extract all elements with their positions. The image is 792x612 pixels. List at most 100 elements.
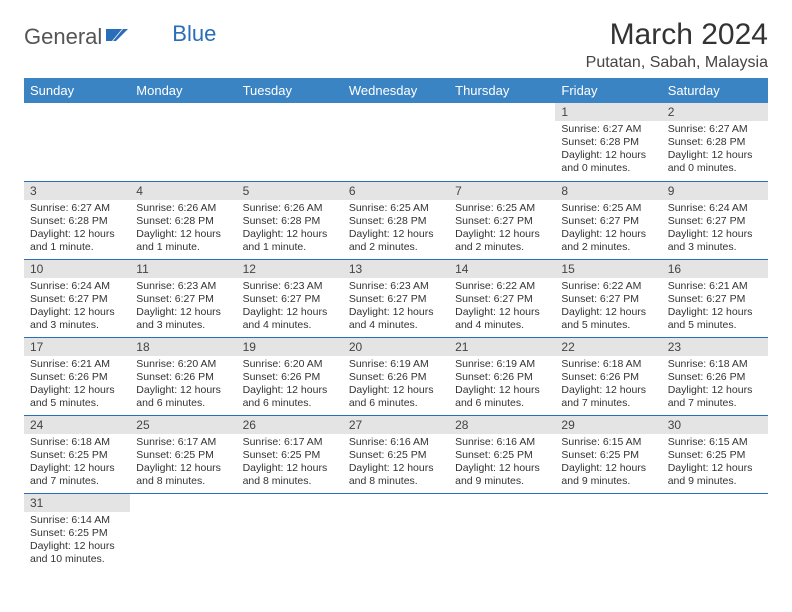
calendar-row: 1Sunrise: 6:27 AMSunset: 6:28 PMDaylight…	[24, 103, 768, 181]
day-number: 1	[555, 103, 661, 121]
header: General Blue March 2024 Putatan, Sabah, …	[24, 18, 768, 72]
day-cell: 6Sunrise: 6:25 AMSunset: 6:28 PMDaylight…	[343, 181, 449, 259]
day-number: 3	[24, 182, 130, 200]
empty-cell	[343, 493, 449, 571]
day-data: Sunrise: 6:27 AMSunset: 6:28 PMDaylight:…	[555, 121, 661, 180]
day-data: Sunrise: 6:18 AMSunset: 6:26 PMDaylight:…	[555, 356, 661, 415]
day-cell: 18Sunrise: 6:20 AMSunset: 6:26 PMDayligh…	[130, 337, 236, 415]
day-cell: 31Sunrise: 6:14 AMSunset: 6:25 PMDayligh…	[24, 493, 130, 571]
day-data: Sunrise: 6:15 AMSunset: 6:25 PMDaylight:…	[662, 434, 768, 493]
empty-cell	[343, 103, 449, 181]
day-data: Sunrise: 6:27 AMSunset: 6:28 PMDaylight:…	[24, 200, 130, 259]
day-number: 5	[237, 182, 343, 200]
day-data: Sunrise: 6:20 AMSunset: 6:26 PMDaylight:…	[130, 356, 236, 415]
day-data: Sunrise: 6:16 AMSunset: 6:25 PMDaylight:…	[449, 434, 555, 493]
logo-text-blue: Blue	[172, 21, 216, 47]
day-number: 18	[130, 338, 236, 356]
logo: General Blue	[24, 18, 216, 50]
day-number: 24	[24, 416, 130, 434]
day-cell: 28Sunrise: 6:16 AMSunset: 6:25 PMDayligh…	[449, 415, 555, 493]
day-cell: 19Sunrise: 6:20 AMSunset: 6:26 PMDayligh…	[237, 337, 343, 415]
empty-cell	[130, 103, 236, 181]
day-number: 28	[449, 416, 555, 434]
day-cell: 7Sunrise: 6:25 AMSunset: 6:27 PMDaylight…	[449, 181, 555, 259]
day-data: Sunrise: 6:21 AMSunset: 6:27 PMDaylight:…	[662, 278, 768, 337]
day-cell: 23Sunrise: 6:18 AMSunset: 6:26 PMDayligh…	[662, 337, 768, 415]
day-data: Sunrise: 6:23 AMSunset: 6:27 PMDaylight:…	[237, 278, 343, 337]
day-number: 12	[237, 260, 343, 278]
day-data: Sunrise: 6:24 AMSunset: 6:27 PMDaylight:…	[24, 278, 130, 337]
day-number: 10	[24, 260, 130, 278]
day-number: 16	[662, 260, 768, 278]
day-data: Sunrise: 6:24 AMSunset: 6:27 PMDaylight:…	[662, 200, 768, 259]
day-number: 2	[662, 103, 768, 121]
day-cell: 11Sunrise: 6:23 AMSunset: 6:27 PMDayligh…	[130, 259, 236, 337]
day-number: 20	[343, 338, 449, 356]
calendar-row: 31Sunrise: 6:14 AMSunset: 6:25 PMDayligh…	[24, 493, 768, 571]
day-data: Sunrise: 6:25 AMSunset: 6:27 PMDaylight:…	[555, 200, 661, 259]
day-number: 25	[130, 416, 236, 434]
day-cell: 10Sunrise: 6:24 AMSunset: 6:27 PMDayligh…	[24, 259, 130, 337]
day-number: 15	[555, 260, 661, 278]
day-number: 21	[449, 338, 555, 356]
day-cell: 12Sunrise: 6:23 AMSunset: 6:27 PMDayligh…	[237, 259, 343, 337]
day-cell: 27Sunrise: 6:16 AMSunset: 6:25 PMDayligh…	[343, 415, 449, 493]
day-cell: 2Sunrise: 6:27 AMSunset: 6:28 PMDaylight…	[662, 103, 768, 181]
calendar-row: 10Sunrise: 6:24 AMSunset: 6:27 PMDayligh…	[24, 259, 768, 337]
day-number: 13	[343, 260, 449, 278]
day-data: Sunrise: 6:23 AMSunset: 6:27 PMDaylight:…	[130, 278, 236, 337]
day-number: 6	[343, 182, 449, 200]
empty-cell	[130, 493, 236, 571]
day-data: Sunrise: 6:27 AMSunset: 6:28 PMDaylight:…	[662, 121, 768, 180]
day-cell: 4Sunrise: 6:26 AMSunset: 6:28 PMDaylight…	[130, 181, 236, 259]
day-number: 8	[555, 182, 661, 200]
weekday-header-row: SundayMondayTuesdayWednesdayThursdayFrid…	[24, 78, 768, 103]
day-data: Sunrise: 6:22 AMSunset: 6:27 PMDaylight:…	[449, 278, 555, 337]
day-data: Sunrise: 6:16 AMSunset: 6:25 PMDaylight:…	[343, 434, 449, 493]
day-cell: 13Sunrise: 6:23 AMSunset: 6:27 PMDayligh…	[343, 259, 449, 337]
day-cell: 1Sunrise: 6:27 AMSunset: 6:28 PMDaylight…	[555, 103, 661, 181]
empty-cell	[449, 493, 555, 571]
day-data: Sunrise: 6:25 AMSunset: 6:28 PMDaylight:…	[343, 200, 449, 259]
location: Putatan, Sabah, Malaysia	[586, 54, 768, 72]
day-cell: 9Sunrise: 6:24 AMSunset: 6:27 PMDaylight…	[662, 181, 768, 259]
day-number: 7	[449, 182, 555, 200]
day-number: 14	[449, 260, 555, 278]
day-data: Sunrise: 6:26 AMSunset: 6:28 PMDaylight:…	[130, 200, 236, 259]
empty-cell	[24, 103, 130, 181]
day-data: Sunrise: 6:23 AMSunset: 6:27 PMDaylight:…	[343, 278, 449, 337]
day-cell: 25Sunrise: 6:17 AMSunset: 6:25 PMDayligh…	[130, 415, 236, 493]
day-number: 31	[24, 494, 130, 512]
empty-cell	[662, 493, 768, 571]
day-data: Sunrise: 6:18 AMSunset: 6:26 PMDaylight:…	[662, 356, 768, 415]
logo-text-general: General	[24, 24, 102, 50]
empty-cell	[449, 103, 555, 181]
weekday-header: Thursday	[449, 78, 555, 103]
empty-cell	[555, 493, 661, 571]
weekday-header: Wednesday	[343, 78, 449, 103]
weekday-header: Monday	[130, 78, 236, 103]
day-number: 22	[555, 338, 661, 356]
flag-icon	[106, 26, 128, 49]
day-data: Sunrise: 6:21 AMSunset: 6:26 PMDaylight:…	[24, 356, 130, 415]
calendar-row: 3Sunrise: 6:27 AMSunset: 6:28 PMDaylight…	[24, 181, 768, 259]
page-title: March 2024	[586, 18, 768, 52]
day-number: 30	[662, 416, 768, 434]
day-data: Sunrise: 6:17 AMSunset: 6:25 PMDaylight:…	[130, 434, 236, 493]
day-cell: 21Sunrise: 6:19 AMSunset: 6:26 PMDayligh…	[449, 337, 555, 415]
weekday-header: Friday	[555, 78, 661, 103]
day-cell: 16Sunrise: 6:21 AMSunset: 6:27 PMDayligh…	[662, 259, 768, 337]
day-cell: 22Sunrise: 6:18 AMSunset: 6:26 PMDayligh…	[555, 337, 661, 415]
day-number: 27	[343, 416, 449, 434]
day-cell: 3Sunrise: 6:27 AMSunset: 6:28 PMDaylight…	[24, 181, 130, 259]
empty-cell	[237, 493, 343, 571]
day-number: 26	[237, 416, 343, 434]
day-cell: 30Sunrise: 6:15 AMSunset: 6:25 PMDayligh…	[662, 415, 768, 493]
day-cell: 15Sunrise: 6:22 AMSunset: 6:27 PMDayligh…	[555, 259, 661, 337]
day-number: 19	[237, 338, 343, 356]
calendar-table: SundayMondayTuesdayWednesdayThursdayFrid…	[24, 78, 768, 571]
calendar-row: 24Sunrise: 6:18 AMSunset: 6:25 PMDayligh…	[24, 415, 768, 493]
day-number: 9	[662, 182, 768, 200]
calendar-body: 1Sunrise: 6:27 AMSunset: 6:28 PMDaylight…	[24, 103, 768, 571]
weekday-header: Sunday	[24, 78, 130, 103]
